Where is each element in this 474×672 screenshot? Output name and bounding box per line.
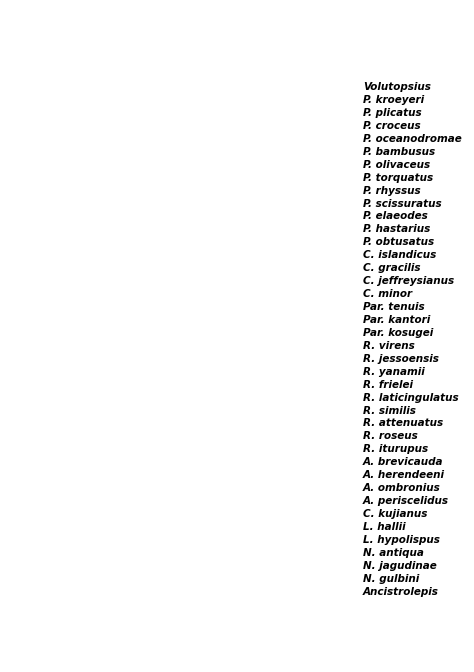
Text: R. similis: R. similis (363, 405, 416, 415)
Text: Volutopsius: Volutopsius (363, 82, 431, 92)
Text: P. torquatus: P. torquatus (363, 173, 433, 183)
Text: P. obtusatus: P. obtusatus (363, 237, 434, 247)
Text: P. olivaceus: P. olivaceus (363, 160, 430, 170)
Text: P. kroeyeri: P. kroeyeri (363, 95, 424, 105)
Text: A. brevicauda: A. brevicauda (363, 457, 443, 467)
Text: C. minor: C. minor (363, 289, 412, 299)
Text: R. frielei: R. frielei (363, 380, 413, 390)
Text: C. islandicus: C. islandicus (363, 250, 436, 260)
Text: P. croceus: P. croceus (363, 121, 420, 131)
Text: P. rhyssus: P. rhyssus (363, 185, 420, 196)
Text: P. oceanodromae: P. oceanodromae (363, 134, 462, 144)
Text: R. virens: R. virens (363, 341, 415, 351)
Text: C. kujianus: C. kujianus (363, 509, 427, 519)
Text: Par. tenuis: Par. tenuis (363, 302, 425, 312)
Text: P. plicatus: P. plicatus (363, 108, 421, 118)
Text: C. jeffreysianus: C. jeffreysianus (363, 276, 454, 286)
Text: R. attenuatus: R. attenuatus (363, 419, 443, 429)
Text: N. antiqua: N. antiqua (363, 548, 424, 558)
Text: L. hypolispus: L. hypolispus (363, 535, 440, 545)
Text: R. roseus: R. roseus (363, 431, 418, 442)
Text: C. gracilis: C. gracilis (363, 263, 420, 274)
Text: A. periscelidus: A. periscelidus (363, 496, 449, 506)
Text: Par. kantori: Par. kantori (363, 315, 430, 325)
Text: N. gulbini: N. gulbini (363, 574, 419, 584)
Text: A. herendeeni: A. herendeeni (363, 470, 445, 480)
Text: Par. kosugei: Par. kosugei (363, 328, 433, 338)
Text: P. bambusus: P. bambusus (363, 146, 435, 157)
Text: Ancistrolepis: Ancistrolepis (363, 587, 439, 597)
Text: P. scissuratus: P. scissuratus (363, 198, 442, 208)
Text: R. jessoensis: R. jessoensis (363, 353, 439, 364)
Text: P. hastarius: P. hastarius (363, 224, 430, 235)
Text: P. elaeodes: P. elaeodes (363, 212, 428, 222)
Text: R. laticingulatus: R. laticingulatus (363, 392, 458, 403)
Text: A. ombronius: A. ombronius (363, 483, 441, 493)
Text: L. hallii: L. hallii (363, 522, 406, 532)
Text: R. yanamii: R. yanamii (363, 367, 425, 377)
Text: R. iturupus: R. iturupus (363, 444, 428, 454)
Text: N. jagudinae: N. jagudinae (363, 560, 437, 571)
